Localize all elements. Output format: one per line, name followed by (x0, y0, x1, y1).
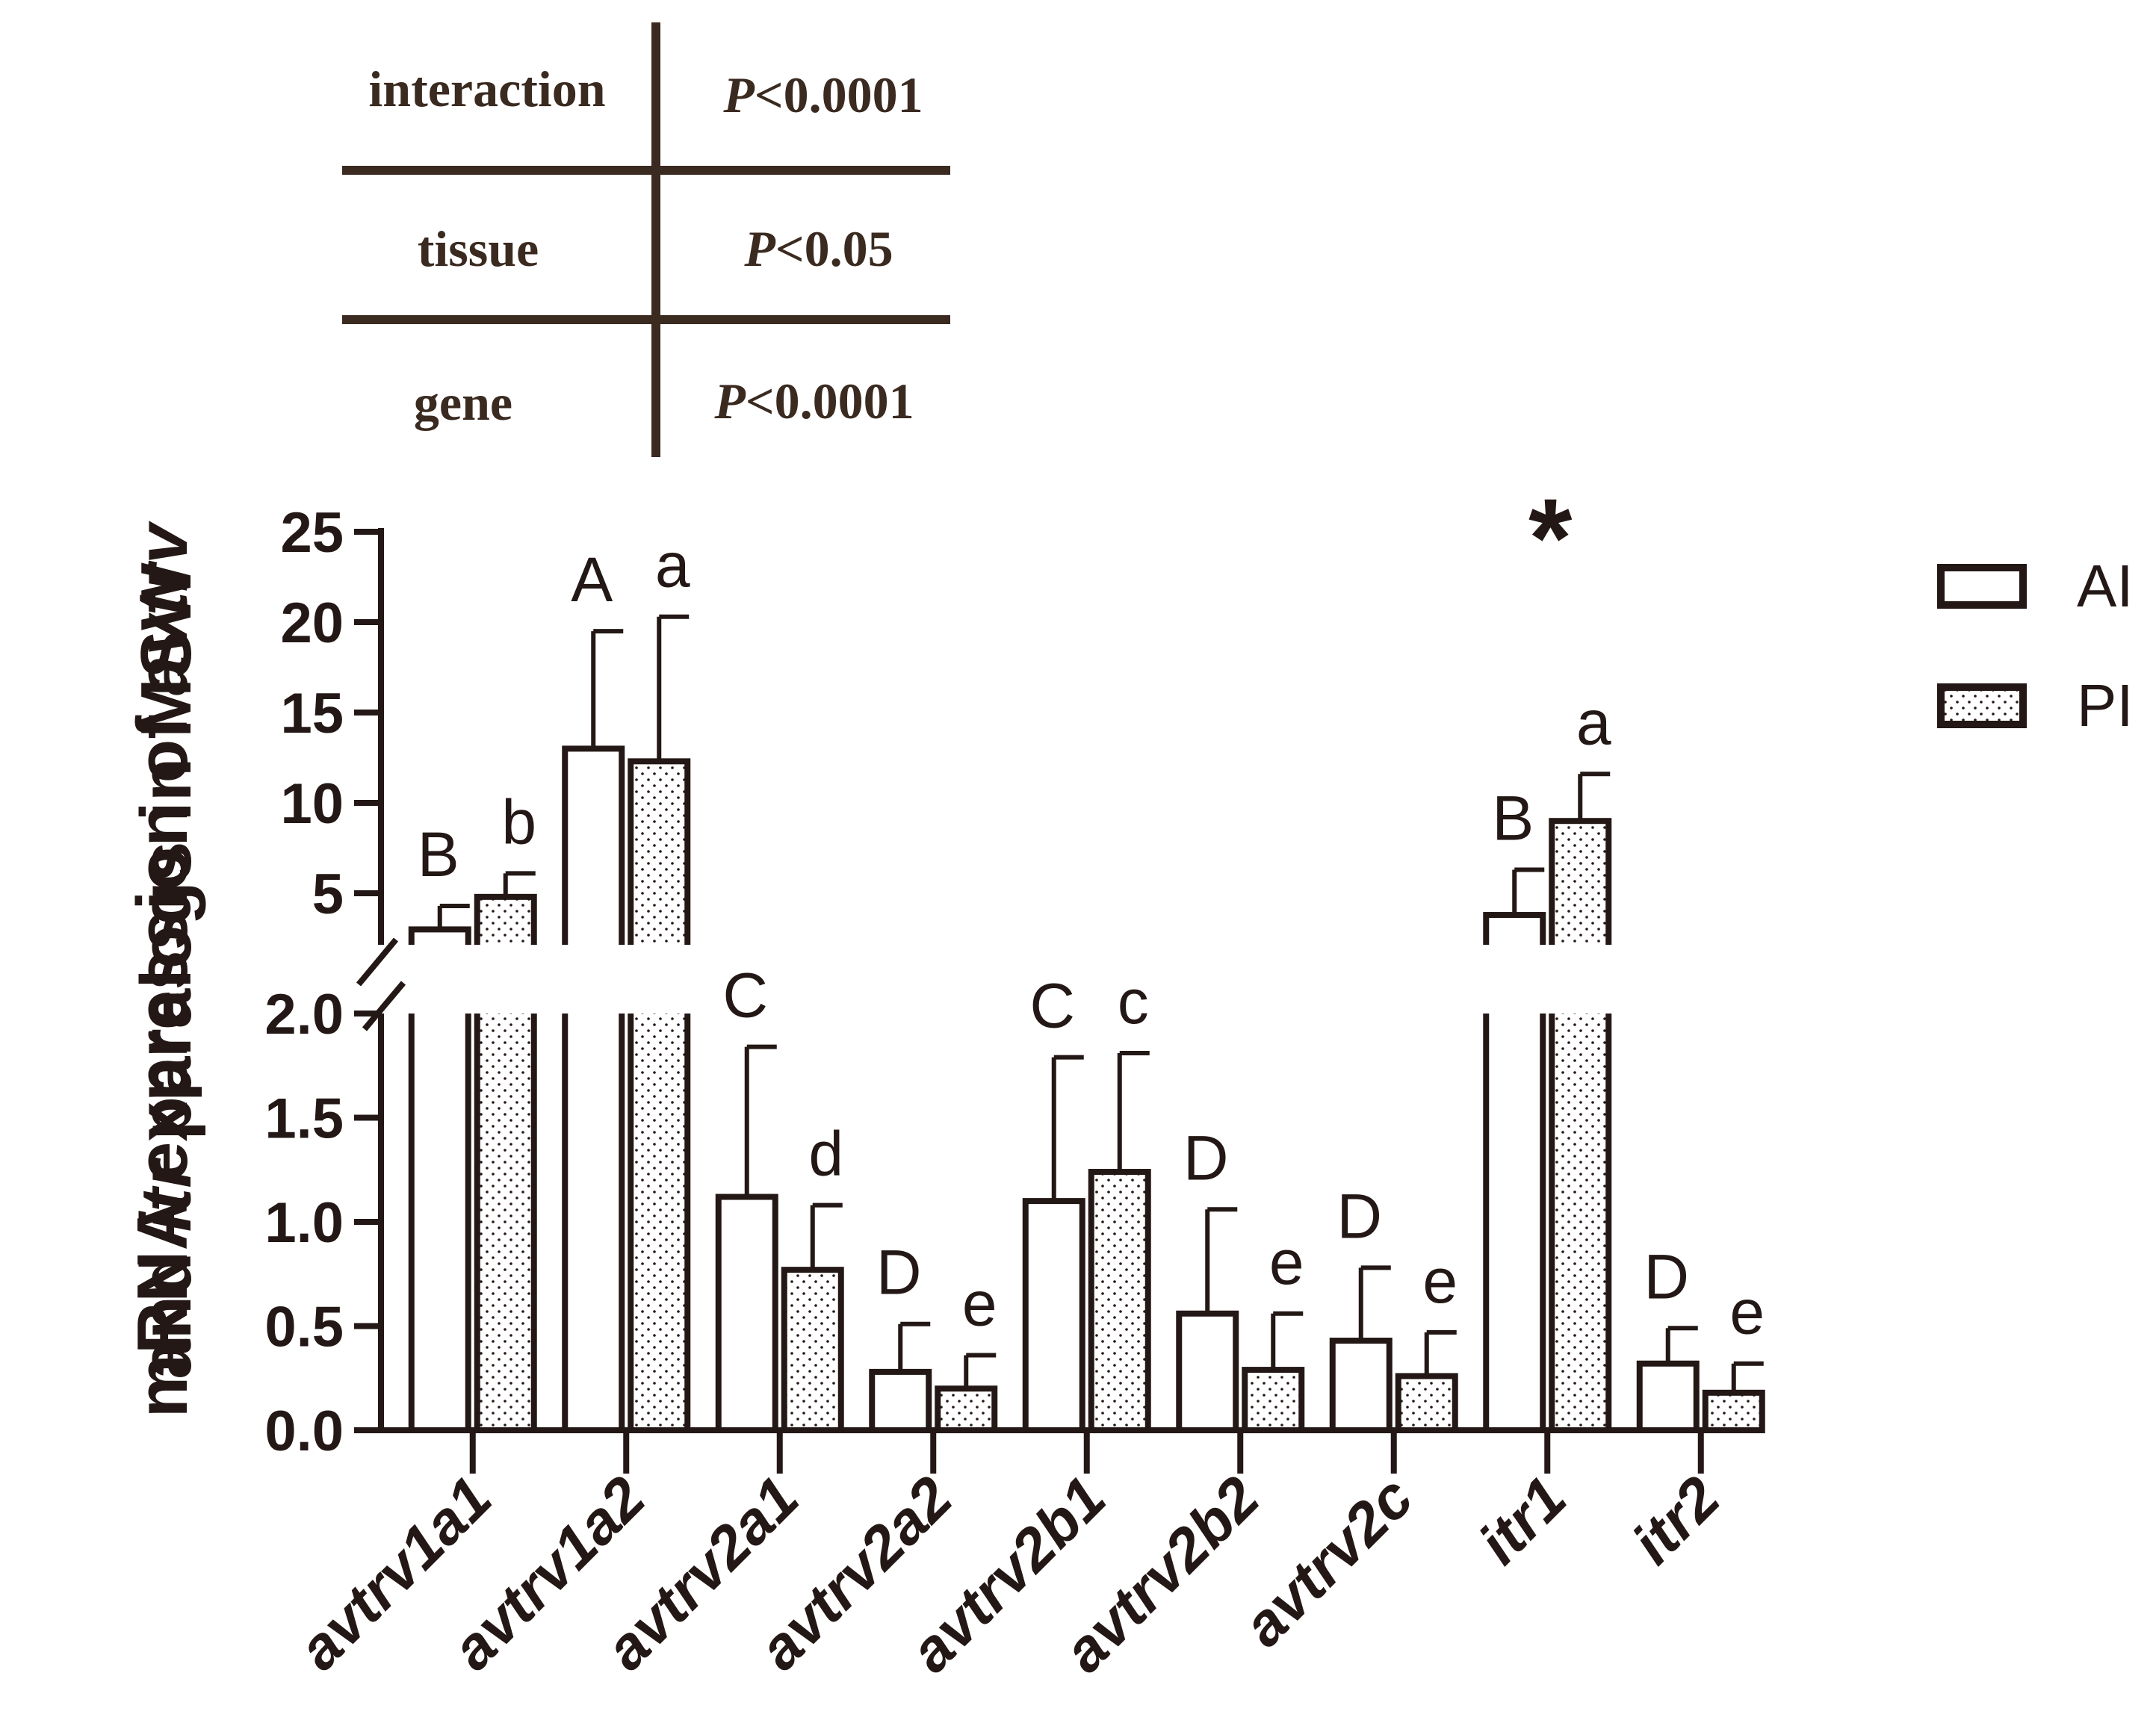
letter-pi-itr1: a (1576, 687, 1611, 757)
letter-ai-itr2: D (1644, 1241, 1689, 1312)
letter-pi-avtrv2a2: e (962, 1269, 997, 1339)
letter-ai-itr1: B (1492, 783, 1534, 854)
bar-pi-itr1-upper (1549, 818, 1612, 945)
letter-ai-avtrv2c: D (1336, 1181, 1382, 1251)
legend-label-ai: AI (2077, 553, 2134, 619)
bar-ai-avtrv1a1-upper (408, 926, 471, 945)
y-tick-label-lower: 1.0 (264, 1191, 344, 1255)
table-term-interaction: interaction (368, 60, 605, 117)
y-tick-label-upper: 10 (280, 772, 344, 836)
svg-text:and itr paralogs in MSW: and itr paralogs in MSW (126, 562, 206, 1379)
svg-text:itr1: itr1 (1466, 1464, 1579, 1577)
legend: AI PI (1937, 553, 2134, 739)
letter-pi-avtrv2a1: d (808, 1119, 843, 1189)
y-tick-label-upper: 15 (280, 682, 344, 745)
axis-break-mark-lower (362, 981, 406, 1031)
bar-ai-itr2 (1636, 1360, 1700, 1433)
letter-pi-avtrv2b2: e (1269, 1227, 1304, 1297)
letter-pi-avtrv1a2: a (655, 530, 690, 600)
bar-pi-avtrv2a2 (935, 1385, 998, 1433)
letter-pi-itr2: e (1729, 1277, 1765, 1347)
stats-table: interaction P<0.0001 tissue P<0.05 gene … (342, 22, 950, 457)
letter-pi-avtrv1a1: b (501, 786, 536, 857)
letter-ai-avtrv1a1: B (418, 819, 459, 890)
y-tick-label-upper: 25 (280, 501, 344, 565)
significance-marker-itr1: * (1528, 475, 1573, 600)
axis-break-mark-upper (356, 937, 399, 987)
svg-text:avtrv2c: avtrv2c (1230, 1464, 1425, 1659)
bar-pi-avtrv1a1-upper (474, 893, 537, 945)
bar-ai-itr1-upper (1483, 912, 1546, 945)
letter-ai-avtrv2a1: C (722, 960, 768, 1031)
bar-pi-itr2 (1702, 1389, 1765, 1434)
bar-pi-avtrv2b1 (1088, 1169, 1151, 1434)
bar-ai-avtrv1a1-lower (408, 1014, 471, 1433)
bar-pi-avtrv2a1 (781, 1267, 844, 1434)
table-p-tissue: P<0.05 (743, 220, 893, 277)
y-axis-label-line1: mRNA expression of avtrv (123, 521, 202, 1418)
y-tick-label-upper: 5 (312, 863, 344, 926)
y-tick-label-lower: 2.0 (264, 983, 344, 1046)
bar-ai-avtrv2a2 (869, 1368, 932, 1434)
y-tick-label-lower: 0.5 (264, 1296, 344, 1359)
y-tick-label-lower: 1.5 (264, 1087, 344, 1151)
bar-ai-avtrv1a2-upper (562, 745, 625, 945)
legend-swatch-ai (1937, 564, 2027, 609)
letter-ai-avtrv2a2: D (876, 1238, 922, 1308)
bar-ai-avtrv2a1 (715, 1194, 778, 1434)
table-p-interaction: P<0.0001 (722, 66, 923, 123)
svg-text:itr2: itr2 (1620, 1464, 1732, 1577)
y-axis-label-line2: and itr paralogs in MSW (126, 562, 206, 1379)
letter-ai-avtrv1a2: A (571, 544, 613, 615)
x-tick-label-itr1: itr1 (1466, 1464, 1579, 1577)
letter-pi-avtrv2b1: c (1118, 966, 1149, 1037)
y-tick-label-upper: 20 (280, 592, 344, 655)
bar-pi-avtrv2b2 (1242, 1367, 1305, 1433)
svg-text:mRNA expression of avtrv: mRNA expression of avtrv (123, 521, 202, 1418)
bar-pi-avtrv1a2-lower (628, 1014, 691, 1433)
legend-swatch-pi (1937, 683, 2027, 728)
legend-label-pi: PI (2077, 672, 2134, 739)
bar-pi-avtrv1a1-lower (474, 1014, 537, 1433)
bar-ai-avtrv1a2-lower (562, 1014, 625, 1433)
x-tick-label-avtrv2c: avtrv2c (1230, 1464, 1425, 1659)
x-tick-label-itr2: itr2 (1620, 1464, 1732, 1577)
bar-pi-avtrv1a2-upper (628, 758, 691, 945)
letter-ai-avtrv2b1: C (1029, 971, 1075, 1041)
bar-ai-avtrv2b1 (1022, 1198, 1085, 1433)
bar-pi-avtrv2c (1395, 1373, 1458, 1433)
letter-pi-avtrv2c: e (1422, 1246, 1458, 1316)
bar-ai-itr1-lower (1483, 1014, 1546, 1433)
table-term-tissue: tissue (418, 220, 539, 277)
bar-ai-avtrv2c (1329, 1338, 1393, 1434)
letter-ai-avtrv2b2: D (1183, 1123, 1229, 1193)
lower-segment (408, 1014, 1765, 1434)
bar-pi-itr1-lower (1549, 1014, 1612, 1433)
table-p-gene: P<0.0001 (713, 373, 914, 429)
y-tick-label-lower: 0.0 (264, 1400, 344, 1463)
bar-ai-avtrv2b2 (1176, 1310, 1239, 1434)
table-term-gene: gene (414, 374, 512, 431)
upper-segment (408, 745, 1612, 945)
